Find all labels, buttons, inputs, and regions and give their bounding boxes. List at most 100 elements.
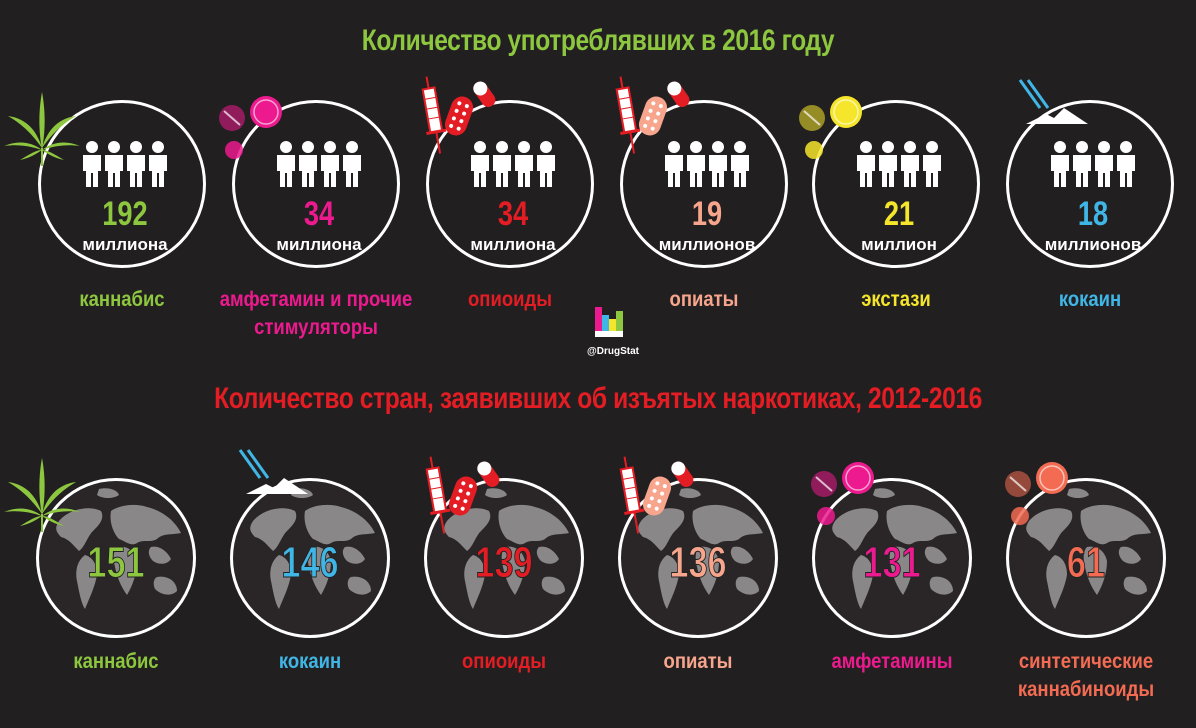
title-countries: Количество стран, заявивших об изъятых н… xyxy=(214,382,982,415)
person-icon xyxy=(1117,141,1135,187)
person-icon xyxy=(493,141,511,187)
people-icons xyxy=(429,141,597,192)
world-map-icon xyxy=(56,488,181,609)
person-icon xyxy=(299,141,317,187)
pills-icon xyxy=(219,96,282,159)
country-count: 139 xyxy=(475,538,533,587)
logo-text: @DrugStat xyxy=(587,346,639,357)
syringe-pills-icon xyxy=(421,76,496,154)
people-icons xyxy=(623,141,791,192)
user-unit: миллиона xyxy=(276,235,362,254)
country-count: 146 xyxy=(281,538,339,587)
cocaine-lines-icon xyxy=(1018,79,1088,124)
person-icon xyxy=(857,141,875,187)
country-count: 131 xyxy=(863,538,921,587)
people-icons xyxy=(41,141,209,192)
person-icon xyxy=(537,141,555,187)
people-icons xyxy=(815,141,983,192)
stat-circle: 19 миллионов xyxy=(620,100,788,268)
drug-label: амфетамин и прочие стимуляторы xyxy=(219,288,413,339)
stat-circle: 34 миллиона xyxy=(232,100,400,268)
person-icon xyxy=(1051,141,1069,187)
user-unit: миллионов xyxy=(658,235,756,254)
drug-icon xyxy=(234,448,314,503)
stat-circle: 34 миллиона xyxy=(426,100,594,268)
country-globe-0: 151 xyxy=(36,478,196,638)
country-globe-5: 61 xyxy=(1006,478,1166,638)
user-count: 21 xyxy=(883,195,915,233)
world-map-icon xyxy=(250,488,375,609)
country-globe-4: 131 xyxy=(812,478,972,638)
person-icon xyxy=(731,141,749,187)
stat-circle: 18 миллионов xyxy=(1006,100,1174,268)
title-users: Количество употреблявших в 2016 году xyxy=(361,24,835,57)
drugstat-logo: @DrugStat xyxy=(587,305,639,357)
cannabis-leaf-icon xyxy=(4,92,80,166)
user-count: 34 xyxy=(497,195,529,233)
pills-icon xyxy=(799,96,862,159)
cannabis-leaf-icon xyxy=(4,458,80,532)
drug-label: кокаин xyxy=(278,650,342,673)
drug-icon xyxy=(212,94,302,169)
person-icon xyxy=(277,141,295,187)
drug-icon xyxy=(792,94,882,169)
person-icon xyxy=(515,141,533,187)
person-icon xyxy=(687,141,705,187)
drug-icon xyxy=(612,454,702,549)
person-icon xyxy=(127,141,145,187)
drug-label: опиоиды xyxy=(462,650,546,673)
drug-icon xyxy=(418,454,508,549)
people-icons xyxy=(235,141,403,192)
person-icon xyxy=(665,141,683,187)
pills-icon xyxy=(811,462,874,525)
stat-circle: 21 миллион xyxy=(812,100,980,268)
person-icon xyxy=(901,141,919,187)
drug-icon xyxy=(804,460,894,535)
drug-label: каннабис xyxy=(73,650,159,673)
drug-label: опиоиды xyxy=(468,288,552,311)
person-icon xyxy=(1095,141,1113,187)
country-count: 136 xyxy=(669,538,727,587)
person-icon xyxy=(923,141,941,187)
syringe-pills-icon xyxy=(615,76,690,154)
world-map-icon xyxy=(638,488,763,609)
drug-label: опиаты xyxy=(669,288,739,311)
user-count: 34 xyxy=(303,195,335,233)
drug-icon xyxy=(2,454,82,539)
user-count: 18 xyxy=(1077,195,1109,233)
syringe-pills-icon xyxy=(425,456,500,534)
drug-label: кокаин xyxy=(1058,288,1122,311)
cocaine-lines-icon xyxy=(238,449,308,494)
person-icon xyxy=(1073,141,1091,187)
user-unit: миллион xyxy=(861,235,937,254)
user-unit: миллиона xyxy=(470,235,556,254)
person-icon xyxy=(709,141,727,187)
world-map-icon xyxy=(1026,488,1151,609)
drugstat-logo-icon xyxy=(595,307,623,337)
country-globe-1: 146 xyxy=(230,478,390,638)
drug-icon xyxy=(2,88,82,173)
stat-circle: 192 миллиона xyxy=(38,100,206,268)
person-icon xyxy=(105,141,123,187)
user-unit: миллиона xyxy=(82,235,168,254)
world-map-icon xyxy=(444,488,569,609)
person-icon xyxy=(321,141,339,187)
drug-icon xyxy=(608,74,698,169)
user-count: 192 xyxy=(102,195,148,233)
user-unit: миллионов xyxy=(1044,235,1142,254)
drug-label: экстази xyxy=(861,288,931,311)
drug-label: каннабис xyxy=(79,288,165,311)
drug-label: амфетамины xyxy=(831,650,953,673)
syringe-pills-icon xyxy=(619,456,694,534)
world-map-icon xyxy=(832,488,957,609)
person-icon xyxy=(83,141,101,187)
country-count: 61 xyxy=(1066,538,1106,587)
person-icon xyxy=(879,141,897,187)
people-icons xyxy=(1009,141,1177,192)
user-count: 19 xyxy=(691,195,723,233)
drug-icon xyxy=(998,460,1088,535)
drug-label: опиаты xyxy=(663,650,733,673)
person-icon xyxy=(149,141,167,187)
country-count: 151 xyxy=(87,538,145,587)
drug-label: синтетические каннабиноиды xyxy=(1017,650,1155,701)
